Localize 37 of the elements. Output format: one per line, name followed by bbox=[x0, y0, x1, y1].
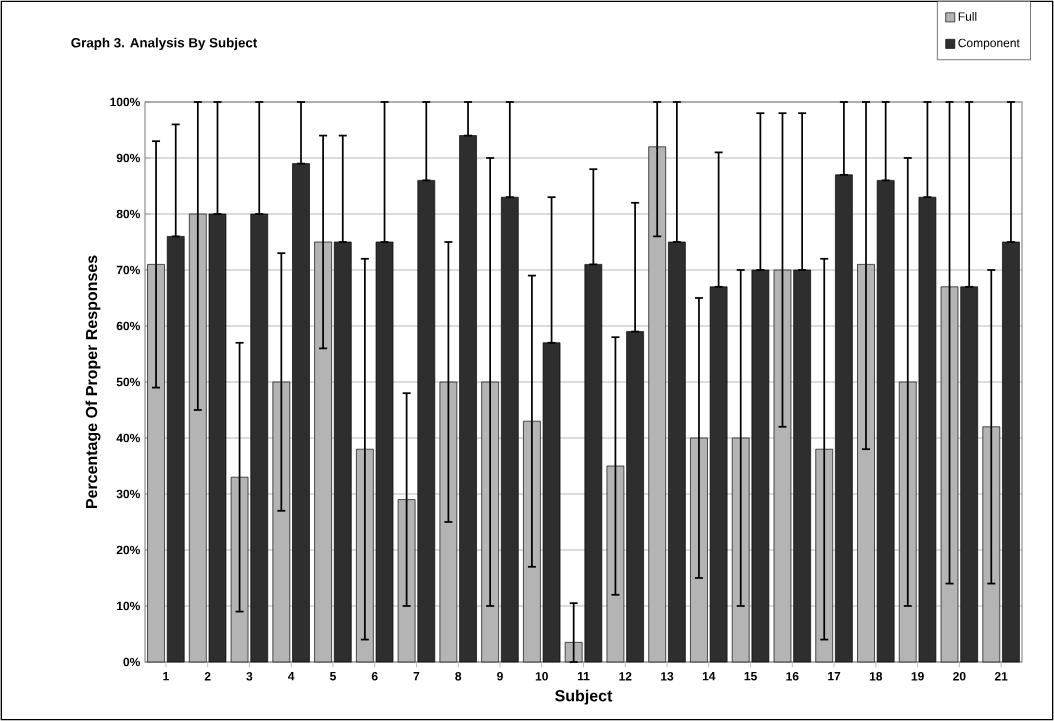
x-tick-label: 17 bbox=[828, 672, 841, 681]
x-tick-label: 8 bbox=[455, 672, 462, 681]
y-tick-label: 10% bbox=[117, 601, 140, 611]
y-tick-label: 80% bbox=[116, 209, 140, 219]
x-tick-label: 7 bbox=[413, 672, 420, 681]
x-tick-label: 15 bbox=[744, 672, 757, 681]
y-tick-label: 70% bbox=[116, 265, 140, 275]
x-axis-title: Subject bbox=[555, 689, 613, 705]
x-tick-label: 12 bbox=[619, 672, 632, 681]
x-tick-label: 6 bbox=[371, 672, 378, 681]
y-tick-label: 30% bbox=[116, 489, 140, 499]
y-tick-label: 40% bbox=[116, 433, 140, 443]
legend-label: Component bbox=[958, 38, 1020, 50]
legend-label: Full bbox=[958, 11, 977, 21]
x-tick-label: 9 bbox=[497, 672, 503, 681]
y-axis-title: Percentage Of Proper Responses bbox=[85, 255, 101, 509]
y-tick-label: 90% bbox=[116, 153, 140, 163]
x-tick-label: 19 bbox=[911, 672, 924, 681]
x-tick-label: 2 bbox=[204, 672, 211, 681]
x-tick-label: 1 bbox=[163, 672, 169, 681]
x-tick-label: 13 bbox=[661, 672, 674, 681]
x-tick-label: 18 bbox=[869, 672, 883, 681]
y-tick-label: 20% bbox=[116, 545, 140, 555]
x-tick-label: 5 bbox=[329, 672, 336, 681]
x-tick-label: 11 bbox=[577, 672, 590, 681]
x-tick-label: 4 bbox=[288, 672, 295, 681]
y-tick-label: 0% bbox=[123, 657, 140, 667]
y-tick-label: 50% bbox=[116, 377, 140, 387]
x-tick-label: 14 bbox=[702, 672, 716, 681]
y-tick-label: 100% bbox=[110, 97, 140, 107]
x-tick-label: 16 bbox=[786, 672, 799, 681]
x-tick-label: 21 bbox=[994, 672, 1008, 681]
x-tick-label: 20 bbox=[953, 672, 966, 681]
x-tick-label: 3 bbox=[246, 672, 253, 681]
y-tick-label: 60% bbox=[116, 321, 140, 331]
chart-title: Graph 3. Analysis By Subject bbox=[71, 37, 258, 51]
x-tick-label: 10 bbox=[535, 672, 548, 681]
